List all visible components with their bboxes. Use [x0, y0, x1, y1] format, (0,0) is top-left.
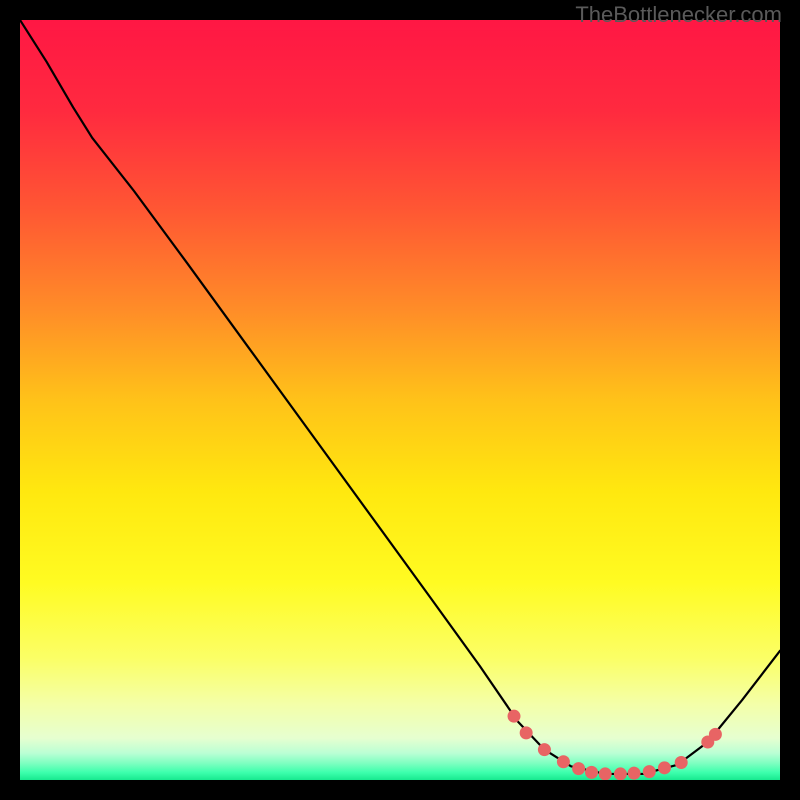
data-marker [557, 755, 570, 768]
data-marker [709, 728, 722, 741]
data-marker [599, 767, 612, 780]
data-marker [585, 766, 598, 779]
data-marker [643, 765, 656, 778]
data-marker [614, 767, 627, 780]
plot-area [20, 20, 780, 780]
data-marker [520, 726, 533, 739]
data-marker [538, 743, 551, 756]
data-marker [675, 756, 688, 769]
data-marker [508, 710, 521, 723]
bottleneck-curve [20, 20, 780, 774]
data-marker [572, 762, 585, 775]
data-marker [658, 761, 671, 774]
data-marker [628, 767, 641, 780]
watermark-text: TheBottlenecker.com [575, 2, 782, 28]
curve-layer [20, 20, 780, 780]
